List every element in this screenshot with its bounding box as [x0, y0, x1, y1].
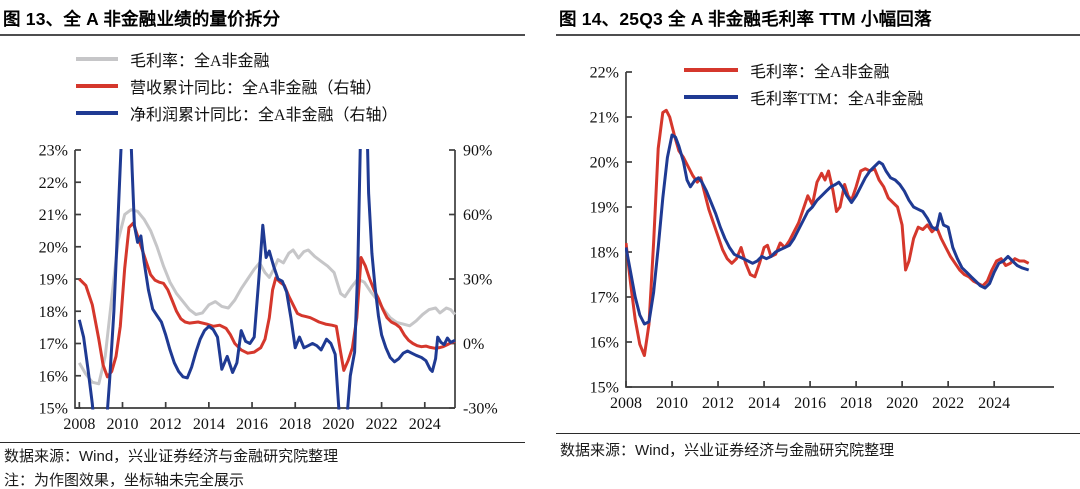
- figure-13-source-rule: [0, 442, 525, 443]
- series-line-revenue-cum-yoy: [78, 221, 456, 379]
- figure-14-panel: 图 14、25Q3 全 A 非金融毛利率 TTM 小幅回落 22% 21% 20% 1…: [556, 0, 1080, 461]
- navy-line-swatch: [684, 94, 738, 99]
- x-axis-tick-label: 2022: [366, 416, 398, 433]
- legend-item-gross-margin: 毛利率：全A非金融: [76, 45, 525, 72]
- x-axis-tick-label: 2024: [978, 395, 1010, 412]
- figure-13-title: 图 13、全 A 非金融业绩的量价拆分: [3, 9, 281, 29]
- y-axis-left-tick-label: 19%: [590, 200, 619, 217]
- legend-label: 毛利率：全A非金融: [750, 63, 890, 81]
- x-axis-tick-label: 2010: [656, 395, 688, 412]
- red-line-swatch: [684, 67, 738, 72]
- figure-13-chart-canvas: 23% 22% 21% 20% 19% 18% 17% 16% 15% 90% 60% 30% 0% -3…: [39, 143, 498, 434]
- x-axis-tick-label: 2014: [193, 416, 225, 433]
- legend-label: 净利润累计同比：全A非金融（右轴）: [130, 106, 398, 124]
- y-axis-left-tick-label: 23%: [39, 143, 68, 160]
- y-axis-left-tick-label: 15%: [590, 380, 619, 397]
- red-line-swatch: [76, 83, 118, 88]
- figure-14-title-rule: [556, 34, 1080, 36]
- y-axis-right-tick-label: 0%: [463, 336, 484, 353]
- gray-line-swatch: [76, 56, 118, 61]
- series-line-gross-margin-ttm: [625, 133, 1030, 326]
- legend-label: 营收累计同比：全A非金融（右轴）: [130, 79, 382, 97]
- legend-label: 毛利率TTM：全A非金融: [750, 90, 924, 108]
- x-axis-tick-label: 2020: [886, 395, 918, 412]
- y-axis-right-tick-label: 30%: [463, 272, 492, 289]
- y-axis-left-tick-label: 20%: [39, 239, 68, 256]
- x-axis-tick-label: 2018: [279, 416, 311, 433]
- y-axis-left-tick-label: 15%: [39, 401, 68, 418]
- series-line-gross-margin: [625, 108, 1030, 357]
- figure-13-chart-area: 23% 22% 21% 20% 19% 18% 17% 16% 15% 90% 60% 30% 0% -3…: [0, 134, 525, 436]
- y-axis-left-tick-label: 20%: [590, 155, 619, 172]
- legend-item-profit-yoy: 净利润累计同比：全A非金融（右轴）: [76, 99, 525, 126]
- y-axis-left-tick-label: 22%: [590, 65, 619, 82]
- x-axis-tick-label: 2012: [150, 416, 182, 433]
- y-axis-right-tick-label: -30%: [463, 401, 498, 418]
- series-line-net-profit-cum-yoy: [77, 149, 456, 410]
- y-axis-left-tick-label: 19%: [39, 272, 68, 289]
- navy-line-swatch: [76, 110, 118, 115]
- legend-item-revenue-yoy: 营收累计同比：全A非金融（右轴）: [76, 72, 525, 99]
- x-axis-tick-label: 2020: [322, 416, 354, 433]
- y-axis-right-tick-label: 90%: [463, 143, 492, 160]
- x-axis-tick-label: 2024: [409, 416, 441, 433]
- y-axis-left-tick-label: 17%: [590, 290, 619, 307]
- axis-line: [625, 72, 1054, 388]
- figure-14-source-rule: [556, 433, 1080, 434]
- y-axis-left-tick-label: 22%: [39, 175, 68, 192]
- y-axis-left-tick-label: 18%: [590, 245, 619, 262]
- figure-14-chart-area: 22% 21% 20% 19% 18% 17% 16% 15% 2008 2010 2012 2014…: [556, 44, 1080, 420]
- figure-13-note: 注：为作图效果，坐标轴未完全展示: [4, 472, 245, 489]
- y-axis-left-tick-label: 16%: [39, 368, 68, 385]
- y-axis-left-tick-label: 21%: [39, 207, 68, 224]
- y-axis-left-tick-label: 18%: [39, 304, 68, 321]
- x-axis-tick-label: 2018: [840, 395, 872, 412]
- x-axis-tick-label: 2022: [932, 395, 964, 412]
- figure-13-legend: 毛利率：全A非金融 营收累计同比：全A非金融（右轴） 净利润累计同比：全A非金融…: [76, 45, 525, 126]
- legend-item-gross-margin-ttm: 毛利率TTM：全A非金融: [684, 83, 923, 110]
- x-axis-tick-label: 2008: [63, 416, 95, 433]
- figure-14-legend: 毛利率：全A非金融 毛利率TTM：全A非金融: [684, 56, 923, 110]
- figure-13-title-rule: [0, 34, 525, 36]
- figure-13-panel: 图 13、全 A 非金融业绩的量价拆分 毛利率：全A非金融 营收累计同比：全A非…: [0, 0, 525, 489]
- x-axis-tick-label: 2016: [236, 416, 268, 433]
- y-axis-left-tick-label: 21%: [590, 110, 619, 127]
- x-axis-tick-label: 2014: [748, 395, 780, 412]
- y-axis-right-tick-label: 60%: [463, 207, 492, 224]
- legend-item-gross-margin: 毛利率：全A非金融: [684, 56, 923, 83]
- figure-14-chart-canvas: 22% 21% 20% 19% 18% 17% 16% 15%2008 2010 2012 2014…: [590, 65, 1054, 412]
- x-axis-tick-label: 2012: [702, 395, 734, 412]
- x-axis-tick-label: 2016: [794, 395, 826, 412]
- legend-label: 毛利率：全A非金融: [130, 52, 270, 70]
- x-axis-tick-label: 2010: [107, 416, 139, 433]
- figure-13-source: 数据来源：Wind，兴业证券经济与金融研究院整理: [4, 448, 339, 465]
- figure-14-title: 图 14、25Q3 全 A 非金融毛利率 TTM 小幅回落: [559, 9, 932, 29]
- y-axis-left-tick-label: 16%: [590, 335, 619, 352]
- x-axis-tick-label: 2008: [610, 395, 642, 412]
- figure-14-source: 数据来源：Wind，兴业证券经济与金融研究院整理: [560, 442, 895, 459]
- y-axis-left-tick-label: 17%: [39, 336, 68, 353]
